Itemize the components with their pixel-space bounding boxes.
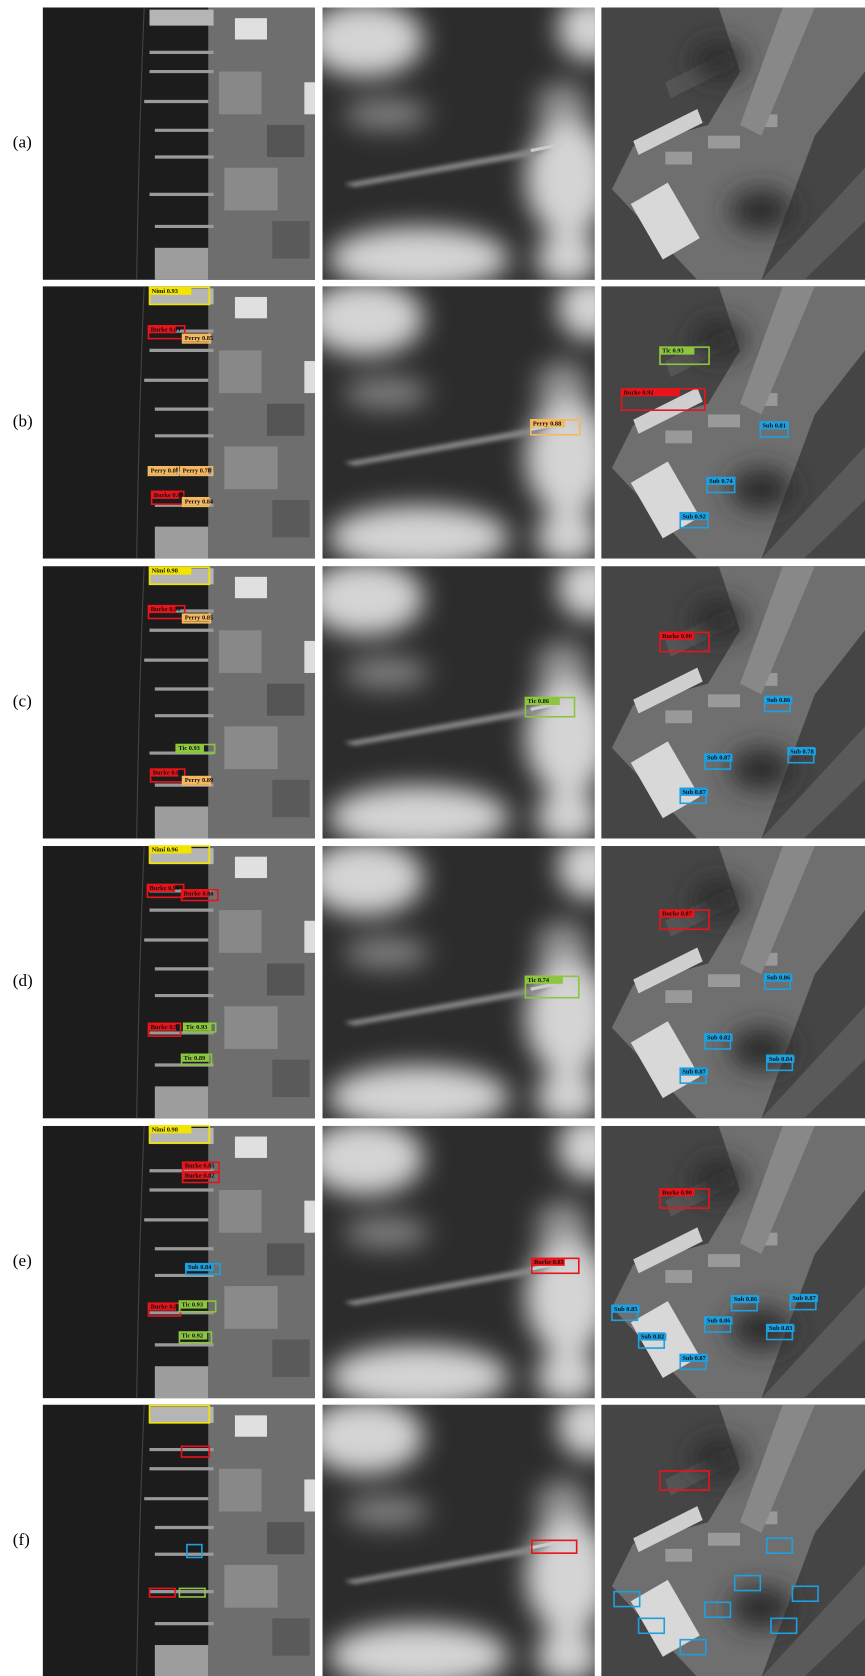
figure: (a) (b) (c) (d) (e) (f) Nimi 0.93 Burke 0.89 Pe… bbox=[0, 0, 865, 1676]
detection-label: Nimi 0.98 bbox=[152, 568, 178, 575]
detection-label: Sub 0.86 bbox=[767, 697, 791, 704]
detection-label: Nimi 0.98 bbox=[152, 1126, 178, 1133]
satellite-image bbox=[601, 1126, 865, 1398]
detection-label: Perry 0.85 bbox=[185, 615, 213, 622]
satellite-image bbox=[601, 1405, 865, 1676]
satellite-image bbox=[306, 1394, 621, 1676]
satellite-image bbox=[306, 0, 621, 291]
detection-label: Perry 0.89 bbox=[185, 777, 213, 784]
row-label: (e) bbox=[13, 1251, 32, 1270]
detection-label: Tic 0.92 bbox=[182, 1333, 204, 1340]
detection-label: Sub 0.84 bbox=[769, 1056, 793, 1063]
satellite-image bbox=[43, 1405, 315, 1676]
satellite-image bbox=[306, 1115, 621, 1409]
detection-label: Perry 0.8 bbox=[151, 467, 176, 474]
detection-label: Tic 0.89 bbox=[184, 1055, 206, 1062]
detection-label: Burke 0.82 bbox=[185, 1172, 215, 1179]
detection-label: Sub 0.87 bbox=[682, 1355, 706, 1362]
row-label: (a) bbox=[13, 133, 32, 152]
detection-label: Sub 0.87 bbox=[682, 789, 706, 796]
detection-label: Sub 0.83 bbox=[769, 1325, 792, 1332]
detection-label: Sub 0.81 bbox=[762, 422, 785, 429]
detection-label: Perry 0.88 bbox=[533, 420, 561, 427]
detection-label: Burke 0.87 bbox=[662, 911, 693, 918]
detection-label: Sub 0.86 bbox=[707, 1318, 731, 1325]
satellite-image bbox=[601, 846, 865, 1118]
detection-label: Burke 0.83 bbox=[534, 1259, 564, 1266]
detection-label: Burke 0.9 bbox=[151, 1024, 178, 1031]
detection-label: Perry 0.85 bbox=[185, 335, 213, 342]
detection-label: Tic 0.93 bbox=[662, 348, 684, 355]
satellite-image bbox=[43, 1126, 315, 1398]
detection-label: Perry 0.78 bbox=[183, 467, 211, 474]
row-label: (d) bbox=[13, 971, 33, 990]
detection-label: Burke 0.90 bbox=[150, 885, 180, 892]
detection-label: Burke 0.86 bbox=[153, 770, 184, 777]
detection-label: Burke 0.88 bbox=[184, 890, 214, 897]
detection-label: Burke 0.8 bbox=[151, 1304, 178, 1311]
detection-label: Tic 0.74 bbox=[528, 977, 550, 984]
detection-label: Sub 0.86 bbox=[734, 1296, 758, 1303]
satellite-image bbox=[601, 566, 865, 838]
panels: (a) (b) (c) (d) (e) (f) bbox=[13, 0, 865, 1676]
detection-label: Nimi 0.93 bbox=[152, 288, 178, 295]
satellite-image bbox=[43, 7, 315, 279]
detection-label: Sub 0.87 bbox=[707, 755, 731, 762]
detection-label: Nimi 0.96 bbox=[152, 847, 179, 854]
detection-label: Sub 0.86 bbox=[767, 975, 791, 982]
satellite-image bbox=[306, 835, 621, 1129]
detection-label: Sub 0.87 bbox=[682, 1069, 706, 1076]
detection-label: Sub 0.82 bbox=[641, 1334, 664, 1341]
detection-label: Burke 0.89 bbox=[151, 326, 181, 333]
detection-label: Sub 0.82 bbox=[707, 1035, 730, 1042]
detection-label: Burke 0.90 bbox=[662, 633, 692, 640]
detection-label: Tic 0.93 bbox=[182, 1302, 204, 1309]
detection-label: Sub 0.84 bbox=[188, 1264, 212, 1271]
detection-label: Sub 0.92 bbox=[682, 513, 705, 520]
detection-label: Sub 0.87 bbox=[792, 1295, 816, 1302]
detection-label: Sub 0.78 bbox=[790, 748, 813, 755]
detection-label: Sub 0.85 bbox=[614, 1306, 637, 1313]
detection-label: Sub 0.74 bbox=[709, 478, 733, 485]
row-label: (b) bbox=[13, 411, 33, 430]
satellite-image bbox=[601, 286, 865, 558]
detection-label: Burke 0.80 bbox=[154, 492, 184, 499]
detection-label: Perry 0.84 bbox=[185, 498, 214, 505]
detection-label: Tic 0.93 bbox=[178, 745, 200, 752]
row-label: (c) bbox=[13, 691, 32, 710]
detection-label: Burke 0.90 bbox=[662, 1189, 692, 1196]
row-label: (f) bbox=[13, 1530, 30, 1549]
satellite-image bbox=[306, 276, 621, 570]
detection-label: Burke 0.96 bbox=[151, 606, 182, 613]
detection-label: Burke 0.85 bbox=[185, 1163, 215, 1170]
detection-label: Tic 0.86 bbox=[528, 698, 550, 705]
detection-label: Tic 0.93 bbox=[186, 1024, 208, 1031]
detection-label: Burke 0.92 bbox=[624, 389, 654, 396]
satellite-image bbox=[601, 7, 865, 279]
